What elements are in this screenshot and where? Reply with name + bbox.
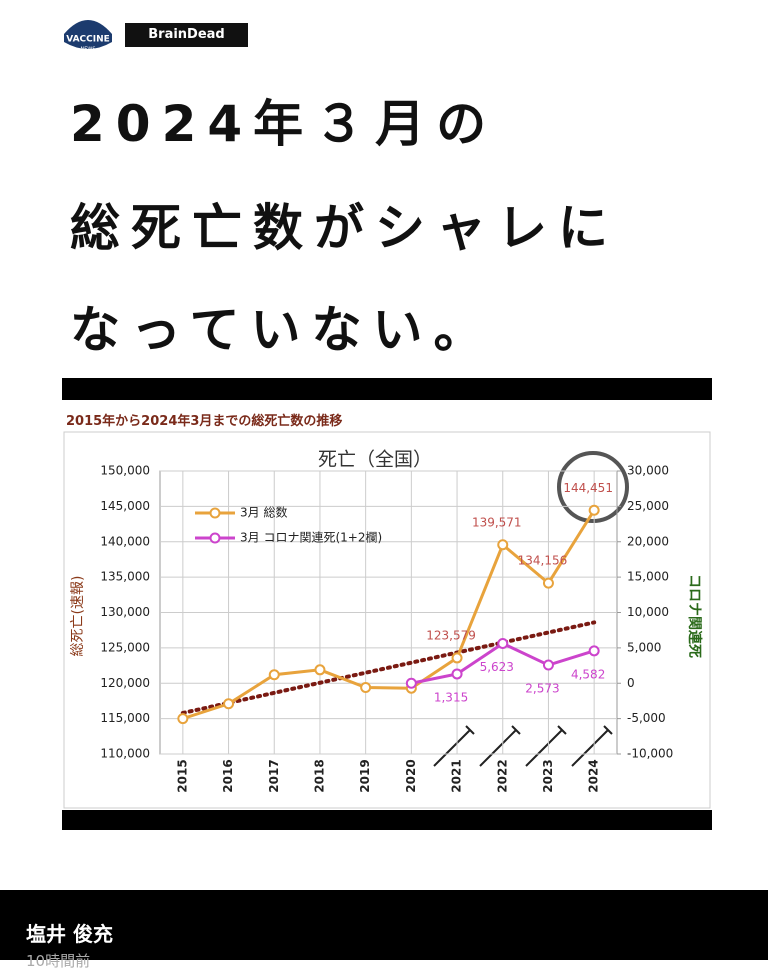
value-label: 4,582 bbox=[571, 667, 605, 681]
y-tick-label: 130,000 bbox=[100, 605, 150, 619]
data-point bbox=[405, 677, 417, 689]
data-point bbox=[588, 504, 600, 516]
value-label: 139,571 bbox=[472, 515, 522, 529]
y-tick-label: 135,000 bbox=[100, 570, 150, 584]
x-tick-label: 2015 bbox=[175, 759, 189, 792]
data-point bbox=[268, 669, 280, 681]
bar-bottom bbox=[62, 810, 712, 830]
y-tick-label: 145,000 bbox=[100, 499, 150, 513]
author[interactable]: 塩井 俊充 bbox=[26, 922, 113, 946]
headline: 2024年３月の bbox=[70, 95, 498, 153]
value-label: 1,315 bbox=[434, 690, 468, 704]
value-label: 5,623 bbox=[480, 660, 514, 674]
footer bbox=[0, 890, 768, 960]
x-tick-label: 2022 bbox=[495, 759, 509, 792]
logo-sub: NEWS bbox=[80, 47, 95, 53]
y2-tick-label: 30,000 bbox=[627, 464, 669, 478]
data-point bbox=[223, 698, 235, 710]
y2-tick-label: 20,000 bbox=[627, 534, 669, 548]
data-point bbox=[360, 681, 372, 693]
data-point bbox=[314, 664, 326, 676]
chart-frame bbox=[63, 431, 711, 809]
legend-label: 3月 総数 bbox=[240, 505, 287, 520]
data-point bbox=[542, 659, 554, 671]
value-label: 2,573 bbox=[525, 682, 559, 696]
account-badge[interactable]: BrainDead World bbox=[125, 23, 248, 66]
logo: VACCINE NEWS bbox=[64, 20, 112, 53]
data-point bbox=[542, 577, 554, 589]
y-tick-label: 110,000 bbox=[100, 747, 150, 761]
chart: 死亡（全国） 総死亡(速報) コロナ関連死 110,000 115,000 120,… bbox=[63, 431, 711, 809]
x-tick-label: 2018 bbox=[312, 759, 326, 792]
y2-tick-label: 25,000 bbox=[627, 499, 669, 513]
headline: なっていない。 bbox=[70, 301, 495, 359]
legend-marker bbox=[209, 507, 221, 519]
y2-axis-label: コロナ関連死 bbox=[686, 574, 703, 658]
x-tick-label: 2024 bbox=[587, 759, 601, 792]
chart-title: 死亡（全国） bbox=[318, 449, 432, 471]
x-tick-label: 2019 bbox=[358, 759, 372, 792]
y2-tick-label: -5,000 bbox=[627, 711, 666, 725]
logo-text: VACCINE bbox=[66, 35, 110, 45]
y2-tick-label: 15,000 bbox=[627, 570, 669, 584]
y2-tick-label: 5,000 bbox=[627, 640, 661, 654]
value-label: 123,579 bbox=[426, 628, 476, 642]
x-tick-label: 2021 bbox=[450, 759, 464, 792]
headline: 総死亡数がシャレに bbox=[70, 199, 619, 257]
y2-tick-label: -10,000 bbox=[627, 747, 673, 761]
chart-header: 2015年から2024年3月までの総死亡数の推移 bbox=[66, 414, 343, 429]
value-label: 134,156 bbox=[518, 554, 568, 568]
y2-tick-label: 0 bbox=[627, 676, 635, 690]
bar-top bbox=[62, 378, 712, 400]
trendline bbox=[180, 620, 597, 715]
y-tick-label: 150,000 bbox=[100, 464, 150, 478]
x-tick-label: 2020 bbox=[404, 759, 418, 792]
data-point bbox=[497, 637, 509, 649]
value-label: 144,451 bbox=[563, 481, 613, 495]
y-axis-label: 総死亡(速報) bbox=[70, 576, 86, 657]
data-point bbox=[177, 713, 189, 725]
x-tick-label: 2023 bbox=[541, 759, 555, 792]
data-point bbox=[588, 645, 600, 657]
syringe-icons bbox=[433, 725, 613, 767]
y-tick-label: 140,000 bbox=[100, 534, 150, 548]
y-tick-label: 115,000 bbox=[100, 711, 150, 725]
legend-marker bbox=[209, 532, 221, 544]
x-tick-label: 2016 bbox=[221, 759, 235, 792]
data-point bbox=[497, 539, 509, 551]
data-point bbox=[451, 668, 463, 680]
y-tick-label: 125,000 bbox=[100, 640, 150, 654]
data-point bbox=[451, 652, 463, 664]
legend-label: 3月 コロナ関連死(1+2欄) bbox=[240, 530, 382, 545]
highlight-circle bbox=[557, 451, 629, 523]
timestamp: 10時間前 bbox=[26, 952, 91, 970]
y2-tick-label: 10,000 bbox=[627, 605, 669, 619]
series-line bbox=[182, 509, 596, 721]
x-tick-label: 2017 bbox=[267, 759, 281, 792]
y-tick-label: 120,000 bbox=[100, 676, 150, 690]
